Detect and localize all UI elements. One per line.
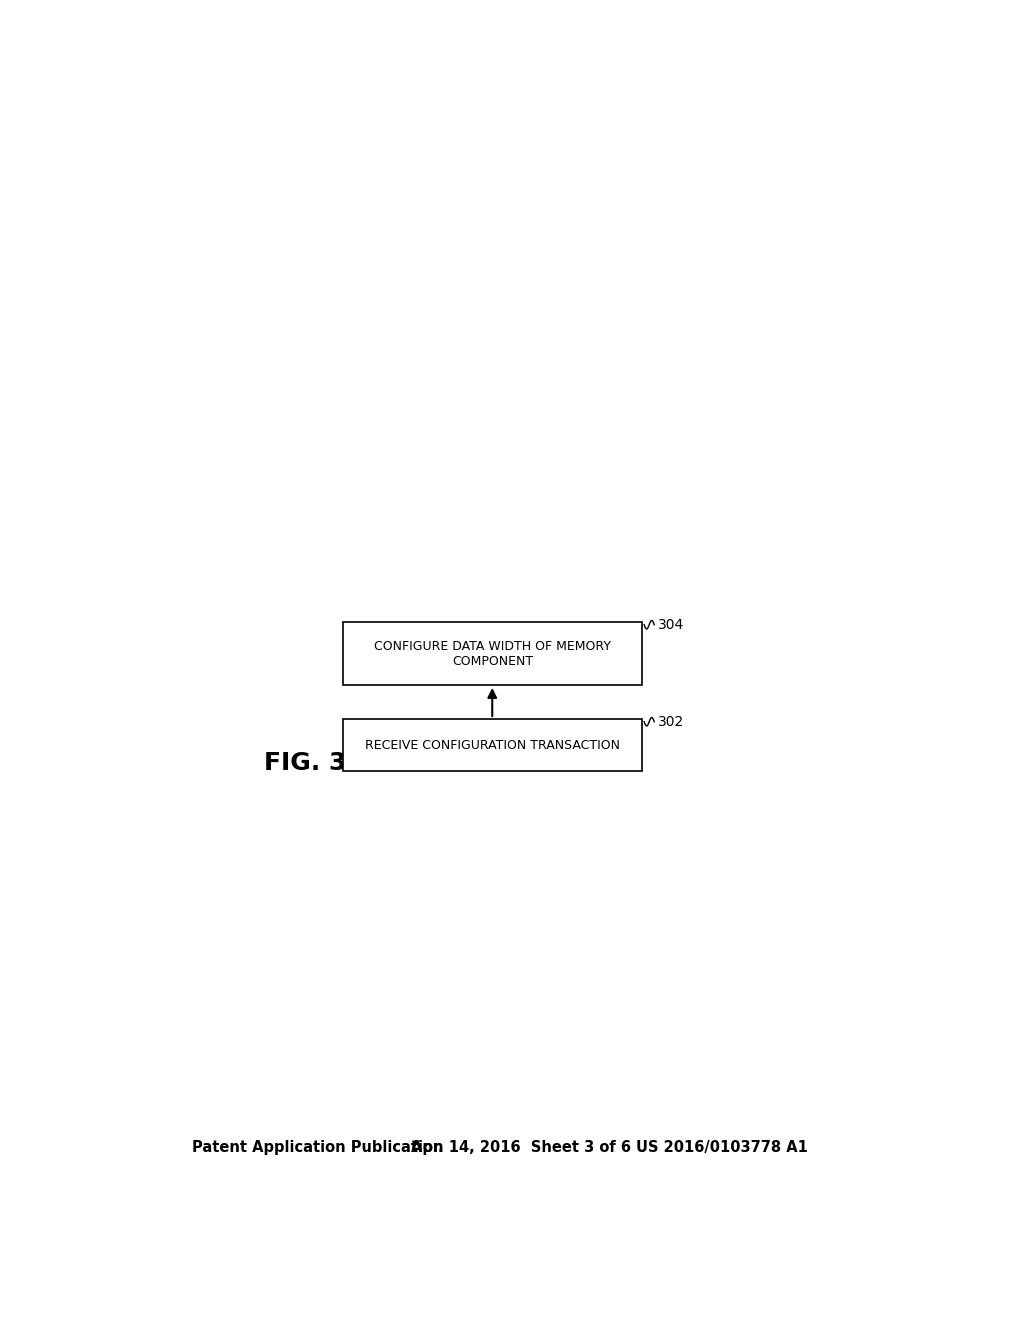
- Bar: [343, 622, 642, 685]
- Text: RECEIVE CONFIGURATION TRANSACTION: RECEIVE CONFIGURATION TRANSACTION: [366, 739, 621, 751]
- Text: Apr. 14, 2016  Sheet 3 of 6: Apr. 14, 2016 Sheet 3 of 6: [411, 1140, 631, 1155]
- Text: Patent Application Publication: Patent Application Publication: [191, 1140, 443, 1155]
- Text: FIG. 3: FIG. 3: [263, 751, 346, 775]
- Text: US 2016/0103778 A1: US 2016/0103778 A1: [636, 1140, 808, 1155]
- Bar: [343, 719, 642, 771]
- Text: 304: 304: [658, 618, 684, 632]
- Text: 302: 302: [658, 714, 684, 729]
- Text: CONFIGURE DATA WIDTH OF MEMORY
COMPONENT: CONFIGURE DATA WIDTH OF MEMORY COMPONENT: [374, 639, 611, 668]
